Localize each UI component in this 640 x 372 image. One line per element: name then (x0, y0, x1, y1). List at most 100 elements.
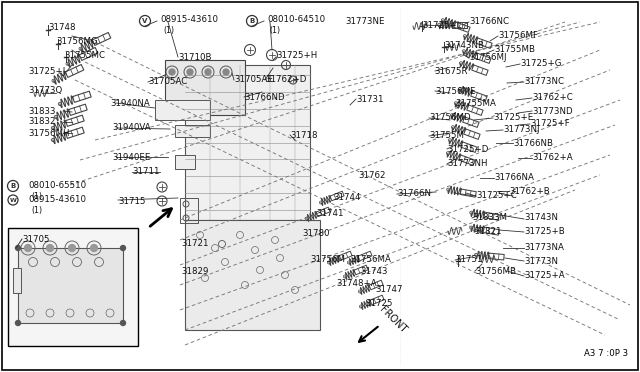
Bar (155, 100, 210, 120)
Text: 31832: 31832 (28, 118, 56, 126)
Text: 31725+F: 31725+F (530, 119, 570, 128)
Text: 31756MB: 31756MB (475, 266, 516, 276)
Text: 31773NJ: 31773NJ (503, 125, 540, 135)
Text: 31821: 31821 (474, 228, 502, 237)
Text: 31756MG: 31756MG (56, 38, 98, 46)
Bar (8, 228, 138, 346)
Text: 31748+A: 31748+A (336, 279, 376, 289)
Text: 31743: 31743 (360, 266, 387, 276)
Text: (1): (1) (269, 26, 280, 35)
Text: 31773NA: 31773NA (524, 243, 564, 251)
Text: 31725+G: 31725+G (520, 60, 561, 68)
Text: 31705AC: 31705AC (148, 77, 188, 87)
Text: 31747: 31747 (375, 285, 403, 295)
Text: 31721: 31721 (181, 238, 209, 247)
Text: 31780: 31780 (302, 228, 330, 237)
Text: 08010-65510: 08010-65510 (28, 182, 86, 190)
Text: 31725+D: 31725+D (447, 144, 488, 154)
Text: 31773NE: 31773NE (345, 17, 385, 26)
Text: 31756ME: 31756ME (435, 87, 476, 96)
Text: 31755MB: 31755MB (494, 45, 535, 55)
Text: 31743NB: 31743NB (444, 42, 484, 51)
Text: 31741: 31741 (316, 208, 344, 218)
Circle shape (187, 69, 193, 75)
Text: 31762+D: 31762+D (265, 74, 307, 83)
Text: 31766NB: 31766NB (513, 138, 553, 148)
Text: 31829: 31829 (181, 266, 209, 276)
Text: W: W (10, 198, 17, 202)
Text: 31756MA: 31756MA (350, 254, 391, 263)
Circle shape (223, 69, 229, 75)
Text: 31725+A: 31725+A (524, 272, 564, 280)
Text: 31940VA: 31940VA (112, 124, 150, 132)
Circle shape (24, 244, 31, 251)
Circle shape (15, 321, 20, 326)
Text: 31762: 31762 (358, 170, 385, 180)
Text: 31833: 31833 (28, 108, 56, 116)
Text: 31766NA: 31766NA (494, 173, 534, 183)
Bar (180, 198, 198, 223)
Text: 31762+B: 31762+B (509, 186, 550, 196)
Text: 31762+C: 31762+C (532, 93, 573, 103)
Text: 31773NH: 31773NH (447, 160, 488, 169)
Circle shape (90, 244, 97, 251)
Bar (18, 248, 123, 323)
Text: 31766NC: 31766NC (469, 17, 509, 26)
Text: 31715: 31715 (118, 196, 145, 205)
Text: 31675R: 31675R (434, 67, 467, 76)
Text: 31725+C: 31725+C (476, 192, 516, 201)
Text: 31725+H: 31725+H (276, 51, 317, 61)
Text: B: B (10, 183, 15, 189)
Text: 31725+L: 31725+L (422, 20, 461, 29)
Text: 31755MA: 31755MA (455, 99, 496, 109)
Text: 31833M: 31833M (472, 214, 507, 222)
Text: 31756MH: 31756MH (28, 128, 70, 138)
Text: 08915-43610: 08915-43610 (160, 16, 218, 25)
Text: 31766N: 31766N (397, 189, 431, 199)
Text: 31756MJ: 31756MJ (469, 54, 506, 62)
Text: 08915-43610: 08915-43610 (28, 196, 86, 205)
Text: 31751: 31751 (455, 256, 483, 264)
Text: 31755MC: 31755MC (64, 51, 105, 61)
Text: 31756MF: 31756MF (498, 32, 538, 41)
Text: 31773N: 31773N (524, 257, 558, 266)
Bar (175, 125, 210, 137)
Text: (1): (1) (163, 26, 174, 35)
Text: 31762+A: 31762+A (532, 154, 573, 163)
Text: FRONT: FRONT (378, 305, 409, 335)
Text: 31743N: 31743N (524, 214, 558, 222)
Text: V: V (142, 18, 148, 24)
Circle shape (205, 69, 211, 75)
Circle shape (47, 244, 54, 251)
Text: 31756MD: 31756MD (429, 113, 470, 122)
Text: 31756M: 31756M (310, 254, 345, 263)
Text: 31755M: 31755M (429, 131, 464, 141)
Circle shape (120, 246, 125, 250)
Text: 31725+B: 31725+B (524, 228, 564, 237)
Circle shape (169, 69, 175, 75)
Circle shape (15, 246, 20, 250)
Text: 31731: 31731 (356, 94, 383, 103)
Text: 31705AE: 31705AE (234, 74, 273, 83)
Text: (1): (1) (31, 192, 42, 202)
Text: 31710B: 31710B (178, 52, 211, 61)
Text: 31725+J: 31725+J (28, 67, 65, 77)
Bar (185, 65, 310, 220)
Text: A3 7 :0P 3: A3 7 :0P 3 (584, 349, 628, 358)
Text: 31773NC: 31773NC (524, 77, 564, 87)
Bar (185, 220, 320, 330)
Bar (165, 60, 245, 115)
Text: 31705: 31705 (22, 234, 49, 244)
Text: 31744: 31744 (333, 192, 360, 202)
Text: B: B (250, 18, 255, 24)
Text: 08010-64510: 08010-64510 (267, 16, 325, 25)
Text: 31773Q: 31773Q (28, 87, 62, 96)
Bar (175, 155, 195, 169)
Text: 31940NA: 31940NA (110, 99, 150, 108)
Text: (1): (1) (31, 206, 42, 215)
Text: 31940EE: 31940EE (112, 153, 150, 161)
Bar (13, 268, 21, 293)
Text: 31773ND: 31773ND (532, 106, 573, 115)
Text: 31725: 31725 (365, 298, 392, 308)
Text: 31766ND: 31766ND (244, 93, 285, 102)
